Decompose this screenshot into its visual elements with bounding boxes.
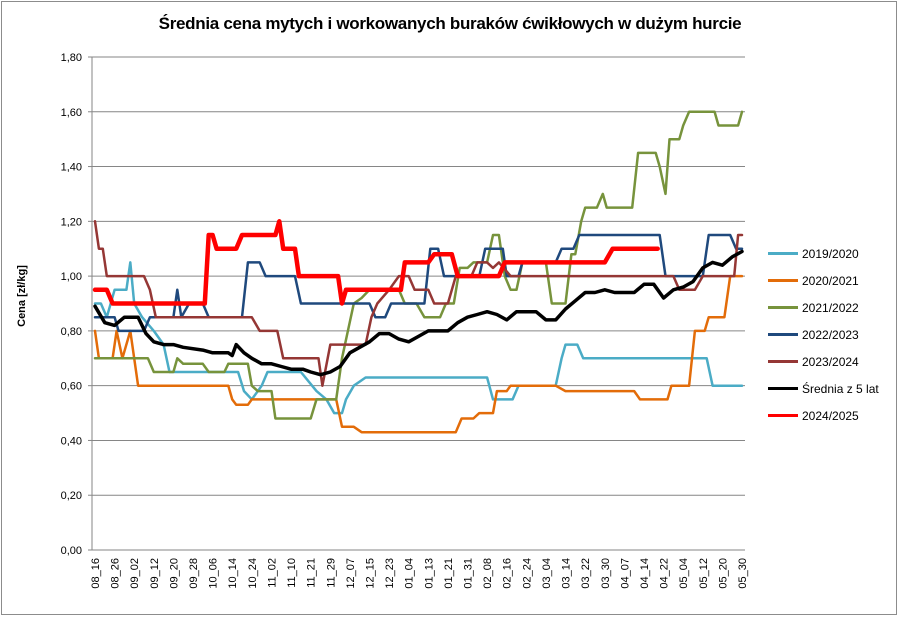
x-tick-label: 02_16	[502, 558, 514, 589]
legend-item: 2022/2023	[768, 321, 879, 348]
legend-label: 2019/2020	[802, 246, 859, 261]
x-tick-label: 11_29	[325, 558, 337, 588]
series-line	[93, 274, 744, 434]
legend-item: 2020/2021	[768, 267, 879, 294]
legend-label: Średnia z 5 lat	[802, 381, 879, 396]
legend-swatch-icon	[768, 414, 798, 417]
series-line	[92, 219, 660, 306]
y-tick-label: 0,00	[61, 545, 82, 557]
legend-swatch-icon	[768, 306, 798, 309]
x-tick-label: 09_20	[168, 558, 180, 589]
x-tick-label: 02_24	[521, 558, 533, 589]
x-tick-label: 10_24	[247, 558, 259, 589]
x-tick-label: 03_14	[561, 558, 573, 589]
x-tick-label: 01_04	[404, 558, 416, 589]
x-tick-label: 10_14	[227, 558, 239, 589]
y-tick-label: 0,80	[61, 326, 82, 338]
x-tick-label: 09_28	[188, 558, 200, 589]
legend-label: 2022/2023	[802, 327, 859, 342]
y-tick-label: 0,20	[61, 490, 82, 502]
x-tick-label: 05_04	[678, 558, 690, 589]
legend-swatch-icon	[768, 333, 798, 336]
series-line	[93, 233, 744, 333]
x-tick-label: 09_12	[149, 558, 161, 589]
x-tick-label: 02_08	[482, 558, 494, 589]
x-tick-label: 11_21	[306, 558, 318, 588]
legend: 2019/2020 2020/2021 2021/2022 2022/2023 2023…	[768, 240, 879, 429]
legend-label: 2020/2021	[802, 273, 859, 288]
x-tick-label: 03_22	[580, 558, 592, 589]
x-tick-label: 12_15	[364, 558, 376, 589]
legend-swatch-icon	[768, 279, 798, 282]
y-tick-label: 1,80	[61, 52, 82, 64]
legend-label: 2021/2022	[802, 300, 859, 315]
y-tick-label: 1,40	[61, 162, 82, 174]
x-tick-label: 05_12	[698, 558, 710, 589]
x-tick-label: 03_30	[600, 558, 612, 589]
legend-label: 2024/2025	[802, 408, 859, 423]
y-tick-label: 0,60	[61, 381, 82, 393]
x-tick-label: 11_10	[286, 558, 298, 588]
x-tick-label: 04_14	[639, 558, 651, 589]
legend-swatch-icon	[768, 252, 798, 255]
series-line	[93, 249, 744, 377]
x-tick-label: 01_13	[423, 558, 435, 589]
legend-swatch-icon	[768, 387, 798, 390]
y-tick-label: 1,60	[61, 107, 82, 119]
series-line	[93, 110, 744, 420]
y-tick-label: 0,40	[61, 435, 82, 447]
y-tick-label: 1,00	[61, 271, 82, 283]
x-tick-label: 11_02	[266, 558, 278, 588]
legend-item: 2023/2024	[768, 348, 879, 375]
x-tick-label: 12_23	[384, 558, 396, 589]
x-tick-label: 05_20	[717, 558, 729, 589]
legend-item: 2019/2020	[768, 240, 879, 267]
x-tick-label: 04_07	[619, 558, 631, 589]
x-tick-label: 04_22	[659, 558, 671, 589]
x-tick-label: 01_31	[463, 558, 475, 589]
series-line	[93, 261, 744, 415]
legend-item: 2024/2025	[768, 402, 879, 429]
x-tick-label: 08_16	[90, 558, 102, 589]
y-tick-label: 1,20	[61, 216, 82, 228]
x-tick-label: 05_30	[737, 558, 749, 589]
legend-label: 2023/2024	[802, 354, 859, 369]
legend-item: 2021/2022	[768, 294, 879, 321]
x-tick-label: 08_26	[110, 558, 122, 589]
legend-swatch-icon	[768, 360, 798, 363]
x-tick-label: 09_02	[129, 558, 141, 589]
x-tick-label: 01_21	[443, 558, 455, 589]
x-tick-label: 10_06	[208, 558, 220, 589]
x-tick-label: 03_04	[541, 558, 553, 589]
chart-title: Średnia cena mytych i workowanych burakó…	[158, 14, 742, 33]
legend-item: Średnia z 5 lat	[768, 375, 879, 402]
x-tick-label: 12_07	[345, 558, 357, 589]
